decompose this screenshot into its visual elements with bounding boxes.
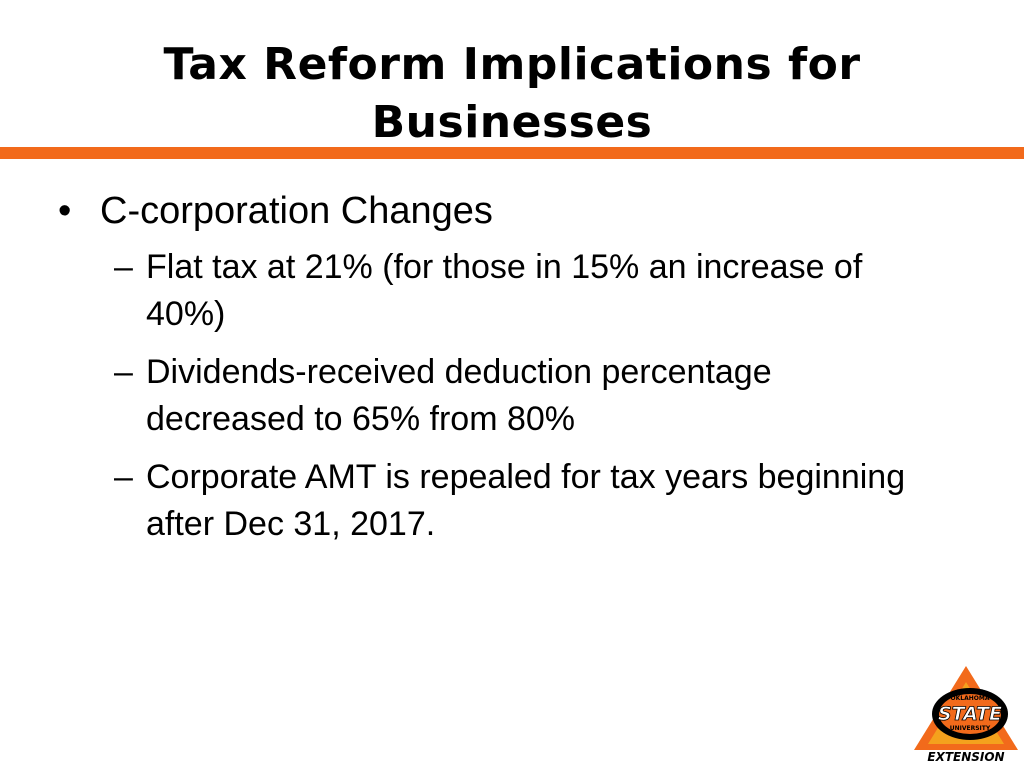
logo-main-text: STATE	[938, 703, 1002, 725]
bullet-marker: •	[58, 190, 72, 232]
sub-bullet-text: Flat tax at 21% (for those in 15% an inc…	[146, 248, 863, 333]
sub-bullet-item: – Flat tax at 21% (for those in 15% an i…	[114, 244, 906, 338]
logo-top-text: OKLAHOMA	[951, 695, 990, 702]
main-bullet: • C-corporation Changes	[58, 186, 978, 236]
logo-inner-oval	[939, 694, 1001, 734]
logo-bottom-text: EXTENSION	[927, 750, 1004, 764]
sub-bullet-item: – Dividends-received deduction percentag…	[114, 349, 906, 443]
slide-content: • C-corporation Changes – Flat tax at 21…	[58, 186, 978, 559]
osu-extension-logo: OKLAHOMA STATE UNIVERSITY EXTENSION	[914, 666, 1018, 764]
logo-sub-text: UNIVERSITY	[950, 725, 991, 732]
sub-bullet-text: Corporate AMT is repealed for tax years …	[146, 458, 906, 543]
dash-marker: –	[114, 248, 133, 286]
sub-bullet-item: – Corporate AMT is repealed for tax year…	[114, 454, 906, 548]
sub-bullet-list: – Flat tax at 21% (for those in 15% an i…	[58, 244, 978, 548]
title-line-1: Tax Reform Implications for	[163, 39, 861, 90]
main-bullet-text: C-corporation Changes	[100, 190, 493, 232]
title-divider	[0, 147, 1024, 159]
slide-title: Tax Reform Implications for Businesses	[0, 36, 1024, 152]
sub-bullet-text: Dividends-received deduction percentage …	[146, 353, 772, 438]
title-line-2: Businesses	[371, 97, 653, 148]
dash-marker: –	[114, 458, 133, 496]
dash-marker: –	[114, 353, 133, 391]
